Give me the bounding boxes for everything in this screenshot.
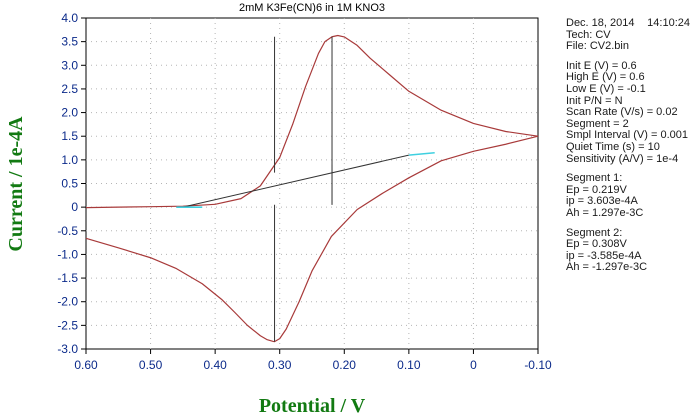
y-tick-label: 3.0	[61, 58, 78, 72]
x-tick-label: 0.30	[268, 358, 292, 372]
info-tech: Tech: CV	[566, 28, 611, 41]
cv-sweep-line	[85, 34, 539, 209]
param-line: Smpl Interval (V) = 0.001	[566, 129, 688, 142]
param-line: Segment = 2	[566, 117, 629, 130]
axis-ticks: 0.60 0.50 0.40 0.30 0.20 0.10 0 -0.10-3.0-2.5-2…	[57, 11, 552, 372]
x-tick-label: 0	[470, 358, 477, 372]
x-tick-label: 0.40	[203, 358, 227, 372]
data-series	[85, 34, 539, 343]
baseline-highlight	[408, 151, 435, 156]
param-line: Sensitivity (A/V) = 1e-4	[566, 152, 679, 165]
y-tick-label: -2.5	[57, 318, 78, 332]
y-tick-label: -3.0	[57, 342, 78, 356]
info-file: File: CV2.bin	[566, 40, 629, 53]
y-tick-label: 1.5	[61, 129, 78, 143]
param-line: Init E (V) = 0.6	[566, 59, 637, 72]
info-date: Dec. 18, 2014	[566, 17, 635, 29]
x-tick-label: 0.50	[139, 358, 163, 372]
y-tick-label: -1.5	[57, 271, 78, 285]
y-tick-label: 3.5	[61, 35, 78, 49]
y-tick-label: 0.5	[61, 177, 78, 191]
segment2-ip: ip = -3.585e-4A	[566, 249, 642, 262]
x-tick-label: 0.10	[397, 358, 421, 372]
segment1-ep: Ep = 0.219V	[566, 183, 627, 196]
x-tick-label: -0.10	[524, 358, 552, 372]
param-line: Quiet Time (s) = 10	[566, 140, 660, 153]
x-tick-label: 0.60	[74, 358, 98, 372]
marker-lines	[176, 36, 435, 342]
y-tick-label: 1.0	[61, 153, 78, 167]
x-axis-title: Potential / V	[259, 395, 366, 417]
peak-marker-line	[182, 154, 409, 208]
grid-lines	[86, 18, 538, 349]
info-panel: Dec. 18, 2014 14:10:24 Tech: CV File: CV…	[566, 17, 698, 274]
info-time: 14:10:24	[647, 17, 690, 29]
param-line: Init P/N = N	[566, 94, 623, 107]
cv-sweep-line	[85, 135, 539, 343]
segment2-ep: Ep = 0.308V	[566, 238, 627, 251]
chart-title: 2mM K3Fe(CN)6 in 1M KNO3	[239, 2, 385, 14]
y-tick-label: 2.0	[61, 106, 78, 120]
param-line: Scan Rate (V/s) = 0.02	[566, 106, 678, 119]
y-tick-label: -0.5	[57, 224, 78, 238]
y-tick-label: -2.0	[57, 295, 78, 309]
y-tick-label: 2.5	[61, 82, 78, 96]
y-axis-title: Current / 1e-4A	[5, 116, 27, 252]
date-time-row: Dec. 18, 2014 14:10:24	[566, 17, 690, 30]
segment2-heading: Segment 2:	[566, 226, 623, 239]
segment1-ip: ip = 3.603e-4A	[566, 195, 638, 208]
segment2-ah: Ah = -1.297e-3C	[566, 261, 648, 274]
param-line: Low E (V) = -0.1	[566, 82, 646, 95]
y-tick-label: 4.0	[61, 11, 78, 25]
y-tick-label: -1.0	[57, 247, 78, 261]
segment1-ah: Ah = 1.297e-3C	[566, 206, 644, 219]
y-tick-label: 0	[71, 200, 78, 214]
param-line: High E (V) = 0.6	[566, 71, 645, 84]
segment1-heading: Segment 1:	[566, 172, 623, 185]
x-tick-label: 0.20	[333, 358, 357, 372]
